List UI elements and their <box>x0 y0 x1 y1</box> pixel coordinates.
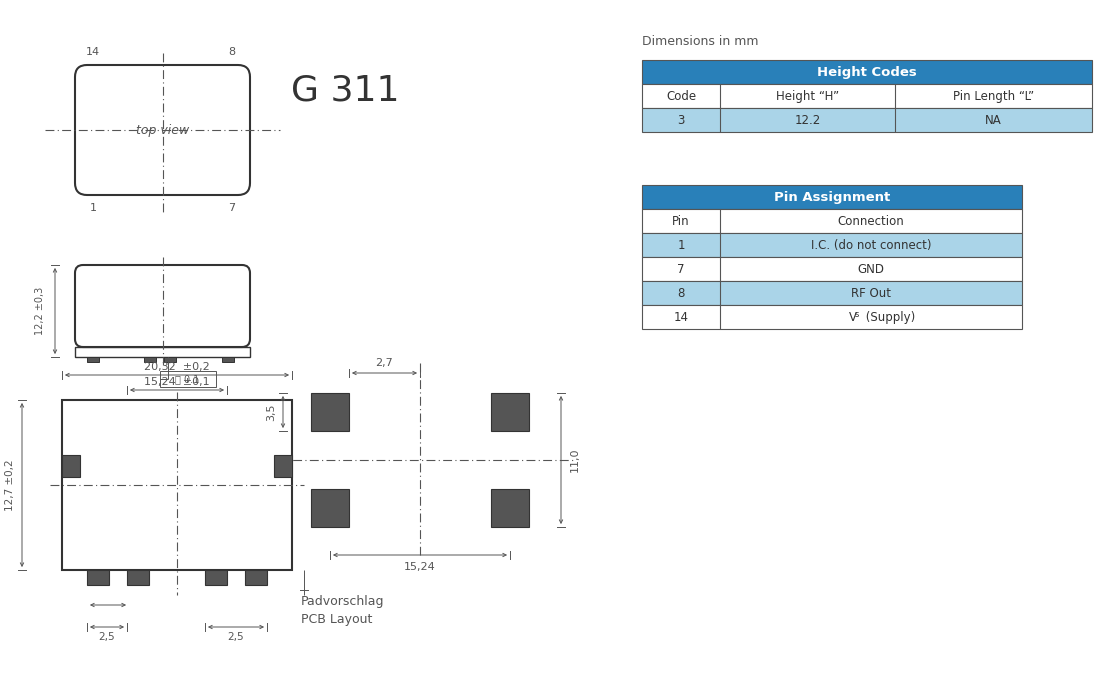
Text: RF Out: RF Out <box>851 286 891 299</box>
Bar <box>643 60 1092 84</box>
Text: Pin: Pin <box>672 215 690 228</box>
Text: Code: Code <box>666 89 696 103</box>
Text: 12,2 ±0,3: 12,2 ±0,3 <box>35 287 45 335</box>
Bar <box>222 357 234 362</box>
Bar <box>144 357 156 362</box>
Text: PCB Layout: PCB Layout <box>301 613 372 626</box>
Text: 14: 14 <box>86 47 100 57</box>
Text: 14: 14 <box>673 310 689 323</box>
Text: 15,24: 15,24 <box>404 562 436 572</box>
Text: Pin Assignment: Pin Assignment <box>774 191 890 204</box>
Bar <box>643 281 1022 305</box>
Bar <box>643 209 1022 233</box>
Text: 3,5: 3,5 <box>266 403 276 421</box>
Bar <box>643 257 1022 281</box>
Text: (Supply): (Supply) <box>862 310 915 323</box>
Text: 20,32  ±0,2: 20,32 ±0,2 <box>145 362 210 372</box>
Text: Height “H”: Height “H” <box>776 89 839 103</box>
Text: Connection: Connection <box>838 215 904 228</box>
Text: 3: 3 <box>678 114 684 127</box>
Text: Height Codes: Height Codes <box>817 65 917 78</box>
Bar <box>87 357 99 362</box>
Text: 2,5: 2,5 <box>227 632 244 642</box>
Bar <box>643 108 1092 132</box>
Bar <box>245 570 267 585</box>
Text: top view: top view <box>136 124 189 136</box>
Bar <box>311 393 349 431</box>
Bar <box>643 233 1022 257</box>
Text: s: s <box>854 310 859 319</box>
Text: V: V <box>849 310 857 323</box>
Bar <box>62 455 79 477</box>
Text: Dimensions in mm: Dimensions in mm <box>643 35 758 48</box>
Text: 15,24  ±0,1: 15,24 ±0,1 <box>145 377 210 387</box>
Bar <box>274 455 291 477</box>
Text: 2,7: 2,7 <box>375 358 393 368</box>
Text: ⧧ 0.1: ⧧ 0.1 <box>176 374 200 384</box>
Text: 12,7 ±0,2: 12,7 ±0,2 <box>6 459 15 510</box>
Text: GND: GND <box>858 263 884 275</box>
Text: 8: 8 <box>678 286 684 299</box>
Text: 8: 8 <box>229 47 235 57</box>
Bar <box>491 489 529 527</box>
Text: Pin Length “L”: Pin Length “L” <box>953 89 1034 103</box>
Text: 1: 1 <box>677 239 684 252</box>
Text: 7: 7 <box>677 263 684 275</box>
Bar <box>491 393 529 431</box>
Text: NA: NA <box>985 114 1001 127</box>
Bar <box>643 185 1022 209</box>
Bar <box>127 570 149 585</box>
Text: 12.2: 12.2 <box>795 114 820 127</box>
Text: 2,5: 2,5 <box>98 632 115 642</box>
Bar <box>164 357 176 362</box>
Text: I.C. (do not connect): I.C. (do not connect) <box>810 239 932 252</box>
Bar <box>311 489 349 527</box>
Text: 1: 1 <box>89 203 96 213</box>
Bar <box>643 305 1022 329</box>
Bar <box>87 570 109 585</box>
Bar <box>62 400 291 570</box>
Bar <box>643 84 1092 108</box>
Bar <box>75 347 250 357</box>
Text: 7: 7 <box>229 203 235 213</box>
Text: 11,0: 11,0 <box>570 448 580 472</box>
Text: G 311: G 311 <box>290 73 400 107</box>
Bar <box>159 371 215 387</box>
Text: Padvorschlag: Padvorschlag <box>301 595 384 608</box>
Bar <box>205 570 227 585</box>
